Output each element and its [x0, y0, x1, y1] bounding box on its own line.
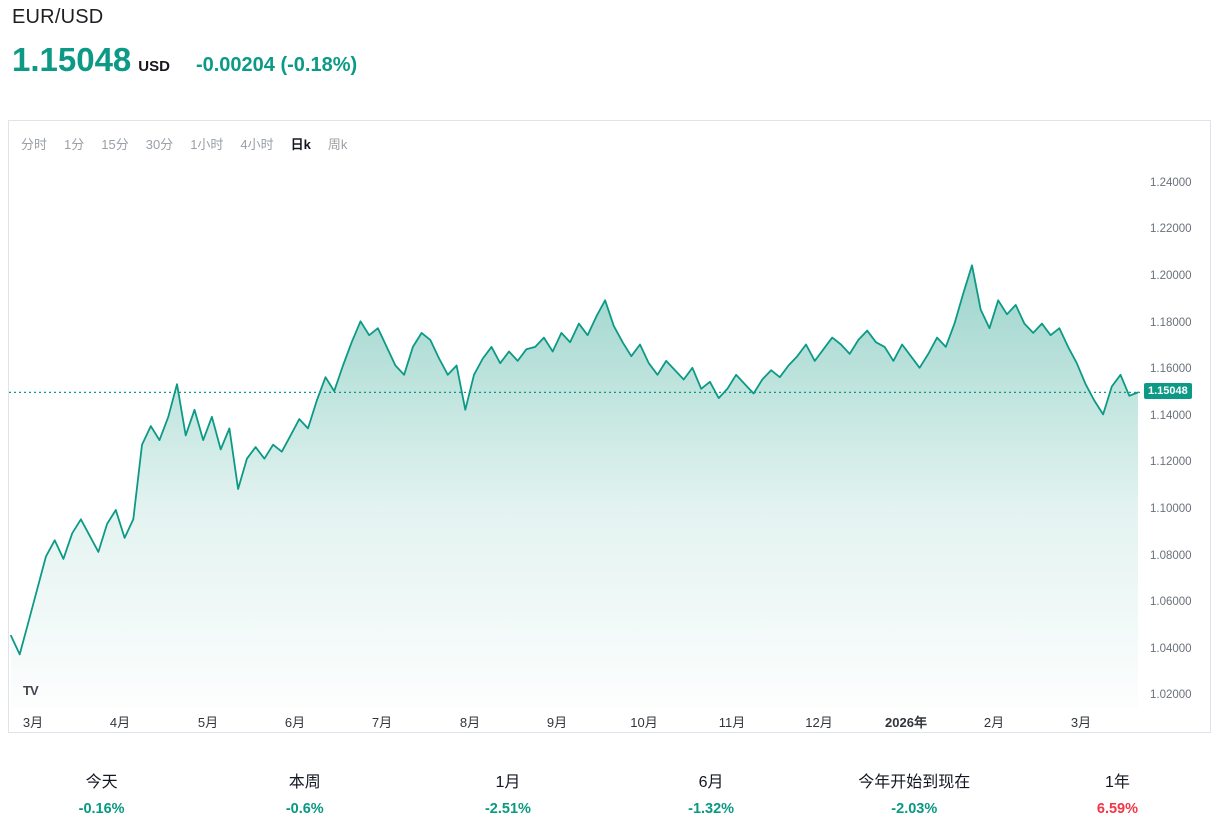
price-chart-plot[interactable]: TV	[9, 157, 1140, 708]
period-performance-row: 今天 -0.16% 本周 -0.6% 1月 -2.51% 6月 -1.32% 今年开始到现在 -2…	[0, 768, 1219, 817]
time-axis-label: 9月	[546, 715, 568, 730]
time-axis-label: 2026年	[885, 715, 927, 730]
period-change-value: -0.6%	[285, 801, 324, 817]
price-axis-label: 1.04000	[1150, 642, 1192, 655]
period-label: 今年开始到现在	[858, 774, 971, 791]
period-change-value: -2.51%	[484, 801, 531, 817]
symbol-title: EUR/USD	[12, 6, 104, 28]
price-axis-label: 1.06000	[1150, 596, 1192, 609]
period-stat-今天: 今天 -0.16%	[0, 768, 203, 817]
period-stat-1月: 1月 -2.51%	[406, 768, 609, 817]
quote-header: EUR/USD 1.15048 USD -0.00204 (-0.18%)	[12, 6, 357, 79]
price-currency: USD	[138, 58, 170, 75]
timeframe-tab-周k[interactable]: 周k	[327, 137, 348, 152]
time-axis-label: 12月	[805, 715, 833, 730]
price-line	[10, 264, 1139, 656]
period-change-value: 6.59%	[1096, 801, 1138, 817]
period-change-value: -0.16%	[78, 801, 125, 817]
time-axis-label: 2月	[983, 715, 1005, 730]
timeframe-tab-15分[interactable]: 15分	[101, 137, 129, 152]
period-stat-今年开始到现在: 今年开始到现在 -2.03%	[813, 768, 1016, 817]
price-change: -0.00204 (-0.18%)	[195, 54, 358, 76]
timeframe-tab-日k[interactable]: 日k	[290, 137, 311, 152]
timeframe-tab-1分[interactable]: 1分	[64, 137, 85, 152]
period-stat-1年: 1年 6.59%	[1016, 768, 1219, 817]
price-row: 1.15048 USD -0.00204 (-0.18%)	[12, 41, 357, 79]
time-axis-label: 11月	[718, 715, 746, 730]
last-price: 1.15048	[12, 41, 132, 78]
time-axis-label: 6月	[284, 715, 306, 730]
price-axis-label: 1.16000	[1150, 363, 1192, 376]
price-axis-label: 1.24000	[1150, 176, 1192, 189]
period-label: 本周	[288, 774, 321, 791]
time-axis-label: 5月	[197, 715, 219, 730]
timeframe-tab-分时[interactable]: 分时	[21, 137, 48, 152]
time-axis-label: 3月	[1070, 715, 1092, 730]
period-stat-6月: 6月 -1.32%	[610, 768, 813, 817]
period-change-value: -1.32%	[688, 801, 735, 817]
time-axis[interactable]: 3月 4月 5月 6月 7月 8月 9月 10月 11月 12月 2026年 2月 3月	[9, 706, 1140, 732]
price-axis-label: 1.18000	[1150, 316, 1192, 329]
period-label: 1月	[495, 774, 521, 791]
period-label: 1年	[1104, 774, 1130, 791]
period-label: 今天	[85, 774, 118, 791]
price-axis-label: 1.10000	[1150, 502, 1192, 515]
timeframe-tab-4小时[interactable]: 4小时	[240, 137, 274, 152]
period-change-value: -2.03%	[891, 801, 938, 817]
price-axis[interactable]: 1.15048 1.24000 1.22000 1.20000 1.18000 1.16…	[1140, 157, 1210, 708]
area-chart	[9, 264, 1140, 708]
timeframe-tabs: 分时 1分 15分 30分 1小时 4小时 日k 周k	[21, 134, 347, 153]
current-price-badge: 1.15048	[1144, 383, 1192, 400]
time-axis-label: 4月	[109, 715, 131, 730]
price-axis-label: 1.22000	[1150, 223, 1192, 236]
tradingview-logo-icon[interactable]: TV	[23, 683, 39, 698]
price-axis-label: 1.12000	[1150, 456, 1192, 469]
period-stat-本周: 本周 -0.6%	[203, 768, 406, 817]
period-label: 6月	[698, 774, 724, 791]
time-axis-label: 3月	[22, 715, 44, 730]
time-axis-label: 7月	[371, 715, 393, 730]
price-axis-label: 1.20000	[1150, 269, 1192, 282]
area-fill	[11, 265, 1138, 708]
price-axis-label: 1.02000	[1150, 689, 1192, 702]
time-axis-label: 10月	[630, 715, 658, 730]
time-axis-label: 8月	[459, 715, 481, 730]
price-axis-label: 1.14000	[1150, 409, 1192, 422]
price-axis-label: 1.08000	[1150, 549, 1192, 562]
timeframe-tab-30分[interactable]: 30分	[145, 137, 174, 152]
chart-panel: 分时 1分 15分 30分 1小时 4小时 日k 周k TV 1.15048 1.24000 1…	[8, 120, 1211, 733]
timeframe-tab-1小时[interactable]: 1小时	[190, 137, 224, 152]
